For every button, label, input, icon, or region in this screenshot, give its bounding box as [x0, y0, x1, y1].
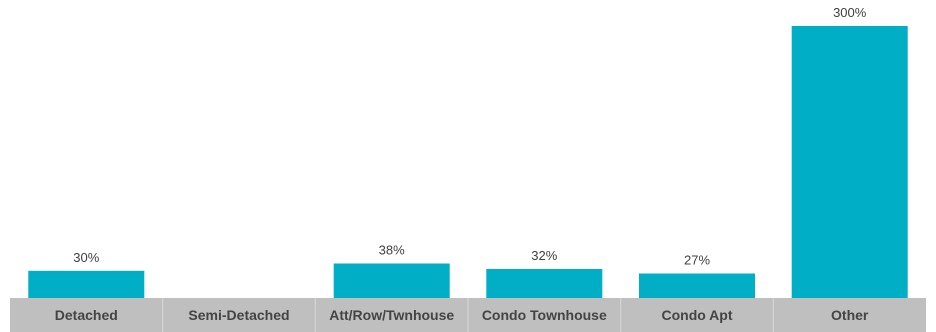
bar-condo-apt — [639, 273, 755, 298]
value-label-condo-apt: 27% — [684, 253, 710, 268]
value-label-att-row-twnhouse: 38% — [379, 243, 405, 258]
bar-att-row-twnhouse — [333, 263, 450, 298]
bar-other — [791, 26, 908, 298]
category-labels-group: Detached Semi-Detached Att/Row/Twnhouse Con… — [55, 298, 869, 332]
bar-detached — [28, 270, 145, 298]
bar-condo-townhouse — [486, 269, 603, 298]
category-label-detached: Detached — [55, 307, 118, 323]
value-labels-group: 30% 38% 32% 27% 300% — [73, 5, 866, 268]
category-label-condo-apt: Condo Apt — [661, 307, 732, 323]
category-label-semi-detached: Semi-Detached — [188, 307, 289, 323]
category-label-condo-townhouse: Condo Townhouse — [482, 307, 607, 323]
value-label-other: 300% — [833, 5, 867, 20]
category-label-other: Other — [831, 307, 869, 323]
value-label-condo-townhouse: 32% — [531, 248, 557, 263]
value-label-detached: 30% — [73, 250, 99, 265]
bars-group — [28, 26, 908, 298]
category-label-att-row-twnhouse: Att/Row/Twnhouse — [329, 307, 454, 323]
